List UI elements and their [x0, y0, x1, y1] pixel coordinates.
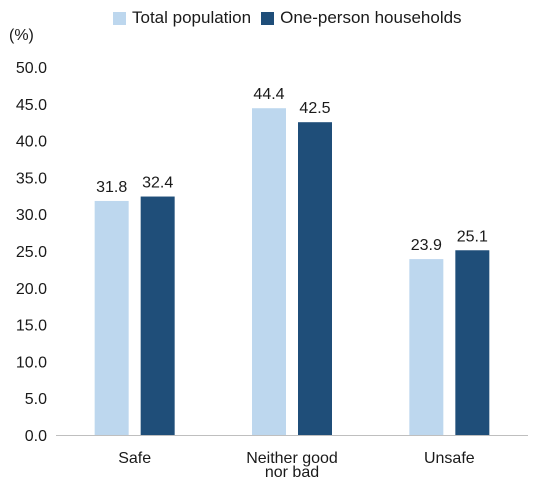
bar-total-population	[409, 259, 444, 435]
y-tick-label: 15.0	[16, 318, 47, 335]
data-label: 42.5	[299, 100, 330, 117]
legend: Total population One-person households	[113, 8, 472, 28]
data-label: 23.9	[411, 237, 442, 254]
y-tick-label: 25.0	[16, 244, 47, 261]
bar-total-population	[252, 108, 286, 435]
legend-item-one-person-households: One-person households	[261, 8, 462, 28]
legend-label-one-person-households: One-person households	[280, 8, 462, 27]
y-tick-label: 20.0	[16, 281, 47, 298]
data-label: 32.4	[142, 175, 173, 192]
x-tick-label: Neither good	[246, 450, 338, 467]
y-axis-unit-label: (%)	[9, 27, 34, 44]
legend-swatch-total-population	[113, 11, 126, 25]
bar-one-person-households	[455, 250, 490, 435]
x-tick-label: nor bad	[265, 464, 319, 481]
data-label: 44.4	[253, 86, 284, 103]
y-tick-label: 35.0	[16, 170, 47, 187]
legend-swatch-one-person-households	[261, 11, 275, 25]
legend-item-total-population: Total population	[113, 8, 251, 28]
bar-total-population	[94, 200, 129, 435]
data-label: 31.8	[96, 179, 127, 196]
y-tick-label: 50.0	[16, 60, 47, 77]
y-tick-label: 10.0	[16, 354, 47, 371]
y-tick-label: 5.0	[25, 391, 47, 408]
x-tick-label: Unsafe	[424, 450, 475, 467]
y-tick-label: 40.0	[16, 134, 47, 151]
x-tick-label: Safe	[118, 450, 151, 467]
y-tick-label: 0.0	[25, 428, 47, 445]
y-tick-label: 30.0	[16, 207, 47, 224]
data-label: 25.1	[457, 228, 488, 245]
bar-one-person-households	[298, 122, 332, 435]
legend-label-total-population: Total population	[132, 8, 252, 27]
y-tick-label: 45.0	[16, 97, 47, 114]
bar-one-person-households	[140, 196, 175, 435]
